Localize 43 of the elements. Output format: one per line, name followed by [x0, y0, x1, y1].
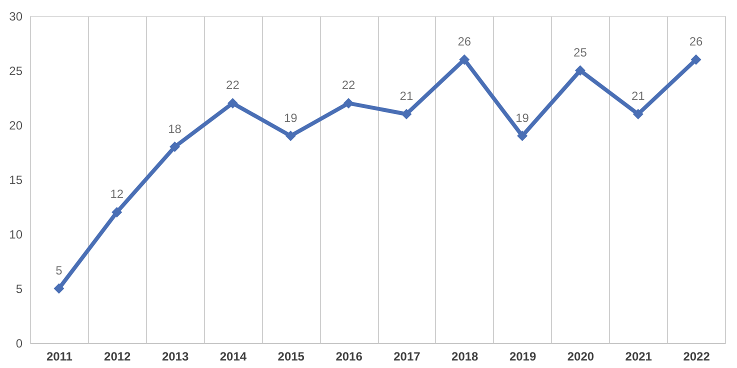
point — [343, 98, 354, 108]
x-tick-label: 2018 — [452, 350, 479, 364]
x-tick-label: 2019 — [509, 350, 536, 364]
x-tick-label: 2020 — [567, 350, 594, 364]
data-label: 12 — [110, 187, 124, 202]
y-tick-label: 15 — [9, 173, 23, 187]
x-tick-label: 2016 — [336, 350, 363, 364]
x-tick-label: 2013 — [162, 350, 189, 364]
x-tick-label: 2015 — [278, 350, 305, 364]
point — [227, 98, 238, 108]
x-tick-label: 2021 — [625, 350, 652, 364]
data-label: 18 — [168, 122, 182, 136]
data-label: 19 — [284, 110, 298, 125]
data-label: 26 — [689, 34, 704, 49]
point — [459, 54, 470, 65]
point — [690, 54, 702, 65]
data-label: 21 — [631, 89, 646, 104]
x-tick-label: 2012 — [104, 350, 132, 364]
x-tick-label: 2017 — [394, 350, 421, 364]
point — [632, 108, 644, 120]
y-tick-label: 30 — [9, 10, 23, 24]
x-tick-label: 2014 — [220, 350, 247, 364]
y-tick-label: 0 — [16, 336, 23, 350]
x-tick-label: 2022 — [683, 350, 710, 364]
y-tick-label: 20 — [9, 118, 23, 132]
point — [170, 142, 180, 152]
data-label: 21 — [400, 89, 414, 104]
data-label: 19 — [516, 110, 530, 125]
data-label: 5 — [56, 264, 63, 278]
data-label: 25 — [574, 46, 588, 60]
y-tick-label: 25 — [9, 64, 23, 78]
point — [112, 206, 122, 218]
point — [285, 130, 296, 142]
point — [54, 283, 64, 294]
data-label: 22 — [226, 78, 240, 92]
point — [401, 108, 412, 120]
x-tick-label: 2011 — [46, 350, 73, 364]
point — [517, 130, 528, 142]
y-tick-label: 10 — [9, 228, 23, 242]
data-label: 22 — [342, 78, 356, 92]
point — [574, 65, 586, 76]
data-label: 26 — [458, 34, 472, 49]
y-tick-label: 5 — [16, 282, 23, 296]
